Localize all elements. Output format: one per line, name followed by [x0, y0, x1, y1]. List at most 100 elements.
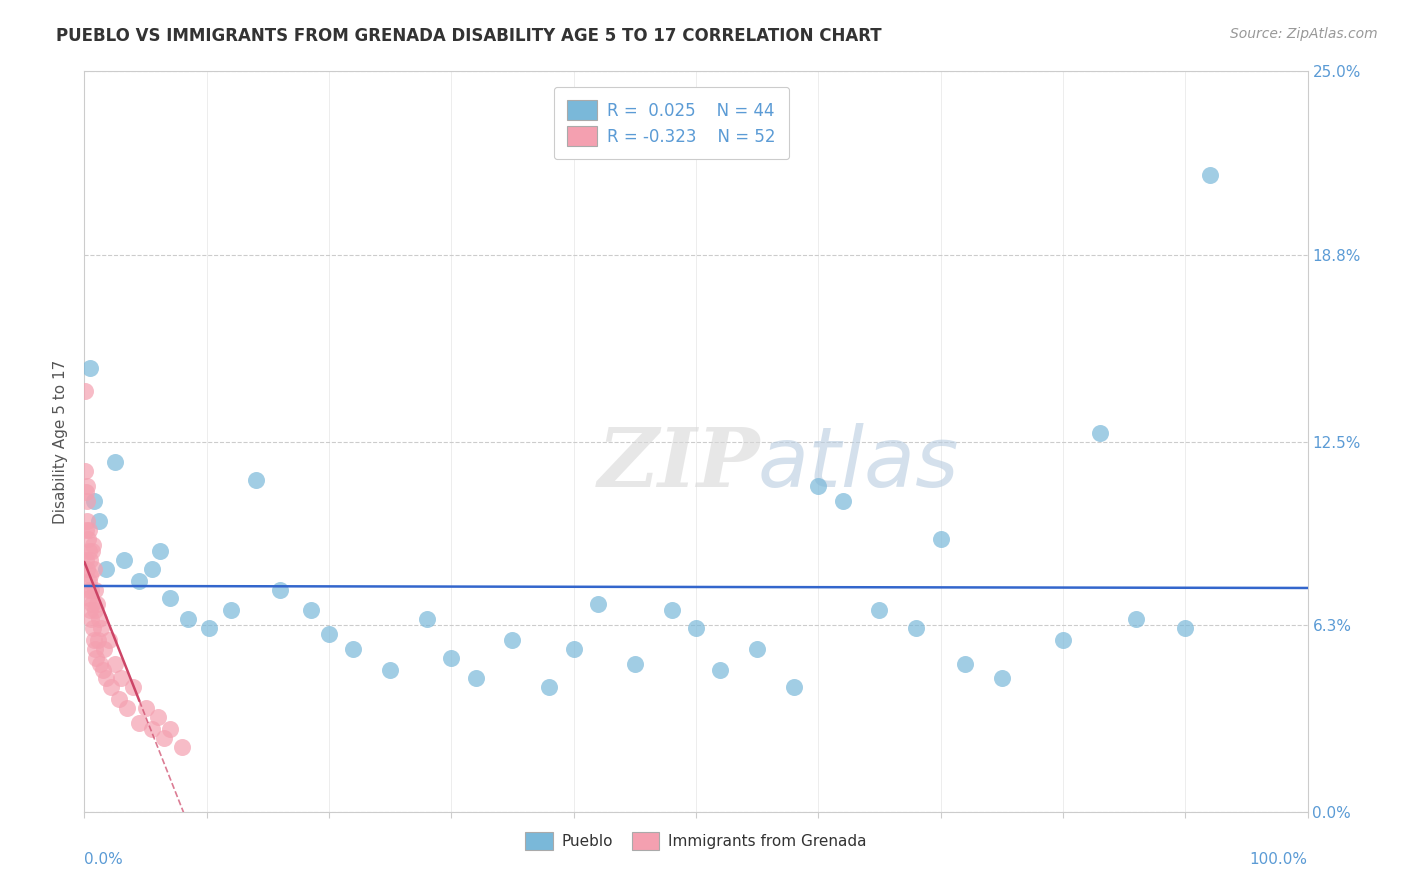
Point [80, 544, 103, 558]
Point [869, 603, 891, 617]
Point [953, 657, 976, 671]
Point [77, 544, 100, 558]
Point [82, 538, 104, 552]
Point [86, 598, 108, 612]
Point [562, 641, 585, 656]
Point [87, 515, 110, 529]
Text: 0.0%: 0.0% [84, 853, 124, 867]
Point [83, 582, 105, 597]
Point [104, 657, 127, 671]
Text: 100.0%: 100.0% [1250, 853, 1308, 867]
Point [440, 650, 463, 665]
Point [110, 672, 132, 686]
Text: Source: ZipAtlas.com: Source: ZipAtlas.com [1230, 27, 1378, 41]
Point [80, 582, 103, 597]
Point [141, 722, 163, 736]
Point [245, 473, 267, 487]
Point [380, 663, 402, 677]
Point [79, 360, 101, 375]
Point [84, 603, 107, 617]
Point [159, 591, 181, 606]
Point [75, 524, 97, 538]
Text: ZIP: ZIP [598, 424, 761, 504]
Point [84, 641, 107, 656]
Point [538, 681, 561, 695]
Point [624, 657, 647, 671]
Point [73, 384, 96, 399]
Point [172, 739, 194, 754]
Point [75, 484, 97, 499]
Point [89, 657, 111, 671]
Point [115, 701, 138, 715]
Point [90, 621, 112, 635]
Point [685, 621, 707, 635]
Point [96, 672, 118, 686]
Point [82, 598, 104, 612]
Point [831, 493, 853, 508]
Point [83, 493, 105, 508]
Point [929, 533, 952, 547]
Point [1125, 612, 1147, 626]
Point [159, 722, 181, 736]
Point [128, 574, 150, 588]
Point [104, 455, 127, 469]
Point [416, 612, 439, 626]
Point [79, 567, 101, 582]
Point [75, 464, 97, 478]
Point [93, 641, 115, 656]
Point [342, 641, 364, 656]
Point [84, 650, 107, 665]
Point [135, 701, 157, 715]
Point [177, 612, 200, 626]
Point [141, 562, 163, 576]
Point [1174, 621, 1197, 635]
Point [83, 632, 105, 647]
Text: atlas: atlas [758, 423, 959, 504]
Point [747, 641, 769, 656]
Point [83, 562, 105, 576]
Point [77, 533, 100, 547]
Point [96, 562, 118, 576]
Point [146, 710, 169, 724]
Point [112, 553, 135, 567]
Point [82, 621, 104, 635]
Point [269, 582, 291, 597]
Point [661, 603, 683, 617]
Legend: Pueblo, Immigrants from Grenada: Pueblo, Immigrants from Grenada [519, 826, 873, 856]
Point [128, 715, 150, 730]
Text: PUEBLO VS IMMIGRANTS FROM GRENADA DISABILITY AGE 5 TO 17 CORRELATION CHART: PUEBLO VS IMMIGRANTS FROM GRENADA DISABI… [56, 27, 882, 45]
Point [586, 598, 609, 612]
Point [77, 574, 100, 588]
Point [1088, 425, 1111, 440]
Point [1052, 632, 1074, 647]
Point [107, 692, 129, 706]
Point [149, 544, 172, 558]
Point [783, 681, 806, 695]
Point [709, 663, 731, 677]
Point [79, 591, 101, 606]
Point [991, 672, 1014, 686]
Point [807, 479, 830, 493]
Point [87, 632, 110, 647]
Point [76, 582, 98, 597]
Point [905, 621, 928, 635]
Point [79, 603, 101, 617]
Point [318, 627, 340, 641]
Point [76, 562, 98, 576]
Point [299, 603, 322, 617]
Point [464, 672, 486, 686]
Point [153, 731, 176, 745]
Point [198, 621, 221, 635]
Point [76, 493, 98, 508]
Point [100, 681, 122, 695]
Point [1198, 168, 1220, 182]
Point [80, 612, 103, 626]
Y-axis label: Disability Age 5 to 17: Disability Age 5 to 17 [53, 359, 69, 524]
Point [97, 632, 120, 647]
Point [75, 553, 97, 567]
Point [79, 553, 101, 567]
Point [87, 612, 110, 626]
Point [219, 603, 242, 617]
Point [76, 515, 98, 529]
Point [502, 632, 524, 647]
